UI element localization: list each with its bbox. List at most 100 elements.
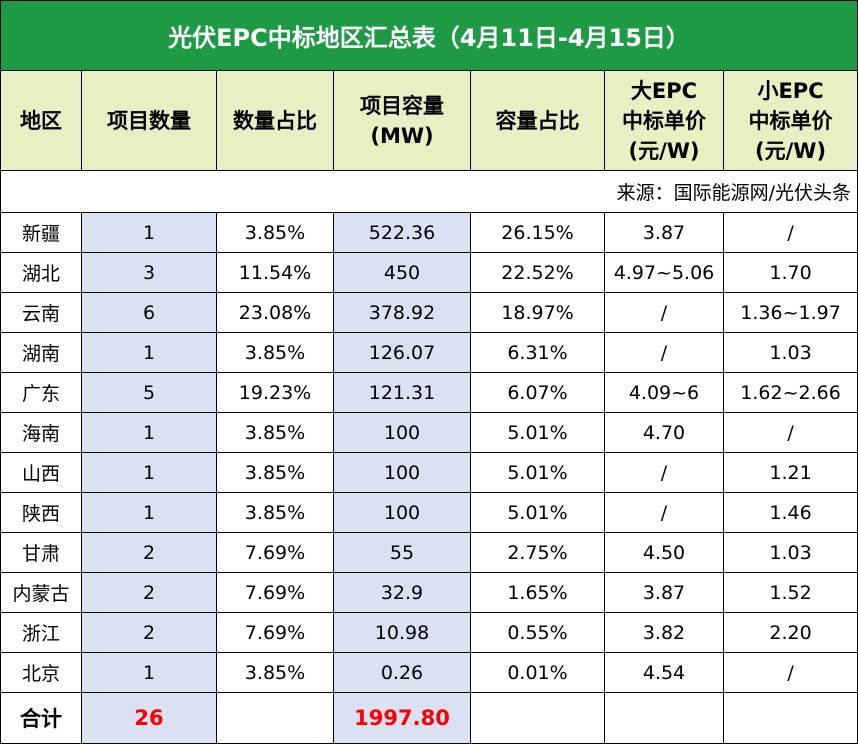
table-row: 新疆 1 3.85% 522.36 26.15% 3.87/ (0, 212, 858, 253)
cell-big-epc-price: 3.82 (604, 612, 724, 653)
cell-capacity: 100 (333, 412, 471, 453)
total-capacity: 1997.80 (333, 692, 471, 744)
cell-region: 湖北 (0, 252, 82, 293)
cell-small-epc-price: 1.70 (722, 252, 858, 293)
cell-capacity: 126.07 (333, 332, 471, 373)
cell-small-epc-price: / (722, 652, 858, 693)
header-small-epc-price: 小EPC 中标单价 (元/W) (722, 70, 858, 171)
table-row: 山西 1 3.85% 100 5.01%/1.21 (0, 452, 858, 493)
data-rows: 新疆 1 3.85% 522.36 26.15% 3.87/湖北 3 11.54% 450 22.… (0, 212, 858, 693)
cell-small-epc-price: 1.36~1.97 (722, 292, 858, 333)
header-row: 地区 项目数量 数量占比 项目容量 (MW) 容量占比 大EPC 中标单价 (元… (0, 70, 858, 171)
cell-capacity: 378.92 (333, 292, 471, 333)
cell-capacity-share: 18.97% (470, 292, 605, 333)
cell-count: 2 (81, 572, 217, 613)
cell-big-epc-price: 3.87 (604, 212, 724, 253)
cell-capacity-share: 5.01% (470, 492, 605, 533)
cell-capacity-share: 0.55% (470, 612, 605, 653)
table-title: 光伏EPC中标地区汇总表（4月11日-4月15日） (0, 0, 858, 71)
table-row: 浙江 2 7.69% 10.98 0.55% 3.82 2.20 (0, 612, 858, 653)
cell-count-share: 3.85% (216, 412, 334, 453)
cell-capacity: 32.9 (333, 572, 471, 613)
cell-small-epc-price: 1.21 (722, 452, 858, 493)
total-label: 合计 (0, 692, 82, 744)
cell-big-epc-price: 4.70 (604, 412, 724, 453)
header-big-line1: 大EPC (630, 78, 698, 103)
cell-capacity: 100 (333, 492, 471, 533)
cell-capacity-share: 5.01% (470, 412, 605, 453)
table-row: 云南 6 23.08% 378.92 18.97%/1.36~1.97 (0, 292, 858, 333)
cell-big-epc-price: 4.97~5.06 (604, 252, 724, 293)
header-capacity-line2: (MW) (370, 123, 434, 148)
cell-capacity-share: 26.15% (470, 212, 605, 253)
table-row: 海南 1 3.85% 100 5.01% 4.70/ (0, 412, 858, 453)
cell-big-epc-price: 4.50 (604, 532, 724, 573)
total-big-empty (604, 692, 724, 744)
cell-region: 陕西 (0, 492, 82, 533)
cell-small-epc-price: 1.46 (722, 492, 858, 533)
cell-capacity-share: 6.31% (470, 332, 605, 373)
header-capacity-line1: 项目容量 (360, 93, 444, 118)
cell-region: 新疆 (0, 212, 82, 253)
table-row: 北京 1 3.85% 0.26 0.01% 4.54/ (0, 652, 858, 693)
cell-capacity-share: 2.75% (470, 532, 605, 573)
header-big-line2: 中标单价 (622, 108, 706, 133)
source-row: 来源：国际能源网/光伏头条 (0, 170, 858, 213)
cell-small-epc-price: / (722, 212, 858, 253)
table-row: 甘肃 2 7.69% 55 2.75% 4.50 1.03 (0, 532, 858, 573)
total-capacity-share-empty (470, 692, 605, 744)
cell-count: 6 (81, 292, 217, 333)
cell-count-share: 3.85% (216, 652, 334, 693)
cell-count-share: 3.85% (216, 212, 334, 253)
cell-capacity-share: 0.01% (470, 652, 605, 693)
header-small-line3: (元/W) (755, 138, 827, 163)
cell-capacity: 450 (333, 252, 471, 293)
cell-region: 山西 (0, 452, 82, 493)
header-count-share: 数量占比 (216, 70, 334, 171)
cell-big-epc-price: 4.09~6 (604, 372, 724, 413)
cell-capacity-share: 5.01% (470, 452, 605, 493)
cell-big-epc-price: / (604, 492, 724, 533)
cell-small-epc-price: / (722, 412, 858, 453)
cell-count-share: 19.23% (216, 372, 334, 413)
header-region: 地区 (0, 70, 82, 171)
cell-count: 1 (81, 212, 217, 253)
cell-count: 2 (81, 532, 217, 573)
cell-capacity: 522.36 (333, 212, 471, 253)
header-big-line3: (元/W) (628, 138, 700, 163)
table-row: 湖北 3 11.54% 450 22.52% 4.97~5.06 1.70 (0, 252, 858, 293)
total-row: 合计 26 1997.80 (0, 692, 858, 744)
table-row: 广东 5 19.23% 121.31 6.07% 4.09~6 1.62~2.66 (0, 372, 858, 413)
cell-count-share: 3.85% (216, 452, 334, 493)
cell-region: 内蒙古 (0, 572, 82, 613)
cell-capacity: 0.26 (333, 652, 471, 693)
total-count: 26 (81, 692, 217, 744)
cell-capacity: 100 (333, 452, 471, 493)
cell-count-share: 7.69% (216, 572, 334, 613)
cell-count: 3 (81, 252, 217, 293)
cell-count: 1 (81, 652, 217, 693)
total-small-empty (722, 692, 858, 744)
header-big-epc-price: 大EPC 中标单价 (元/W) (604, 70, 724, 171)
source-note: 来源：国际能源网/光伏头条 (0, 170, 858, 213)
cell-big-epc-price: 4.54 (604, 652, 724, 693)
cell-count-share: 11.54% (216, 252, 334, 293)
cell-capacity-share: 22.52% (470, 252, 605, 293)
cell-count: 1 (81, 412, 217, 453)
cell-small-epc-price: 1.03 (722, 332, 858, 373)
cell-region: 湖南 (0, 332, 82, 373)
cell-big-epc-price: / (604, 452, 724, 493)
cell-count-share: 3.85% (216, 332, 334, 373)
cell-capacity: 10.98 (333, 612, 471, 653)
cell-capacity-share: 6.07% (470, 372, 605, 413)
cell-count: 1 (81, 332, 217, 373)
cell-count: 1 (81, 492, 217, 533)
cell-small-epc-price: 1.62~2.66 (722, 372, 858, 413)
cell-count: 5 (81, 372, 217, 413)
header-count: 项目数量 (81, 70, 217, 171)
header-small-line1: 小EPC (757, 78, 824, 103)
cell-big-epc-price: 3.87 (604, 572, 724, 613)
cell-big-epc-price: / (604, 292, 724, 333)
cell-region: 广东 (0, 372, 82, 413)
